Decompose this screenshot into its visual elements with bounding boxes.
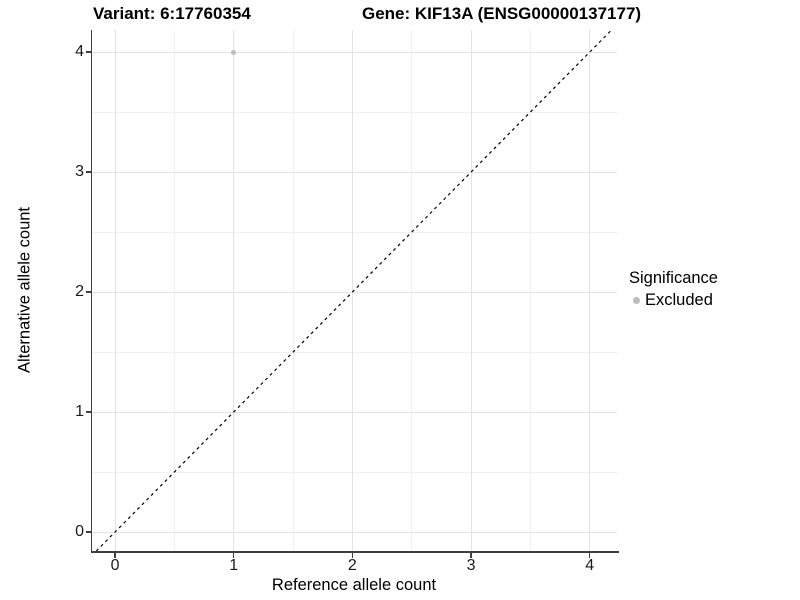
x-tick-mark — [114, 552, 116, 558]
y-tick-label: 4 — [75, 43, 84, 61]
legend-point-icon — [633, 297, 640, 304]
gridline-major-x — [114, 30, 116, 551]
x-tick-mark — [232, 552, 235, 558]
x-tick-mark — [351, 552, 354, 558]
gridline-minor-x — [173, 30, 175, 551]
gridline-minor-x — [411, 30, 413, 551]
y-tick-label: 0 — [75, 523, 84, 541]
gridline-major-y — [92, 531, 617, 533]
x-tick-label: 4 — [585, 557, 595, 574]
x-axis-title: Reference allele count — [271, 576, 437, 594]
x-tick-label: 1 — [229, 557, 239, 574]
y-tick-mark — [85, 51, 92, 53]
legend-item-excluded: Excluded — [629, 291, 718, 310]
gridline-minor-y — [92, 231, 617, 233]
legend-item-label: Excluded — [645, 291, 713, 309]
plot-panel — [92, 30, 617, 551]
y-axis-title: Alternative allele count — [15, 206, 34, 374]
gridline-minor-y — [92, 471, 617, 473]
legend-title: Significance — [629, 269, 718, 287]
y-tick-mark — [85, 411, 92, 413]
x-tick-label: 3 — [466, 557, 476, 574]
gridline-major-y — [92, 411, 617, 413]
x-tick-mark — [470, 552, 472, 558]
gridline-major-y — [92, 51, 617, 53]
y-tick-mark — [85, 531, 92, 533]
gridline-major-y — [92, 171, 617, 173]
x-axis-line — [90, 551, 619, 553]
x-tick-label: 0 — [110, 557, 120, 574]
data-point — [231, 49, 237, 55]
x-tick-mark — [588, 552, 591, 558]
gridline-major-y — [92, 291, 617, 293]
gridline-major-x — [351, 30, 353, 551]
gridline-minor-y — [92, 111, 617, 113]
legend: Significance Excluded — [629, 268, 718, 310]
gridline-minor-y — [92, 351, 617, 353]
gridline-minor-x — [292, 30, 294, 551]
y-tick-mark — [85, 291, 92, 293]
identity-dashed-line — [95, 30, 612, 551]
gridline-minor-x — [529, 30, 531, 551]
y-tick-mark — [85, 171, 92, 173]
gridline-major-x — [470, 30, 472, 551]
x-tick-label: 2 — [347, 557, 357, 574]
y-tick-label: 1 — [75, 403, 84, 421]
gridline-major-x — [233, 30, 235, 551]
y-tick-label: 2 — [75, 283, 84, 301]
y-axis-line — [90, 30, 92, 553]
plot-title-gene: Gene: KIF13A (ENSG00000137177) — [362, 4, 642, 23]
gridline-major-x — [589, 30, 591, 551]
y-tick-label: 3 — [75, 163, 84, 181]
plot-title-variant: Variant: 6:17760354 — [93, 4, 251, 23]
